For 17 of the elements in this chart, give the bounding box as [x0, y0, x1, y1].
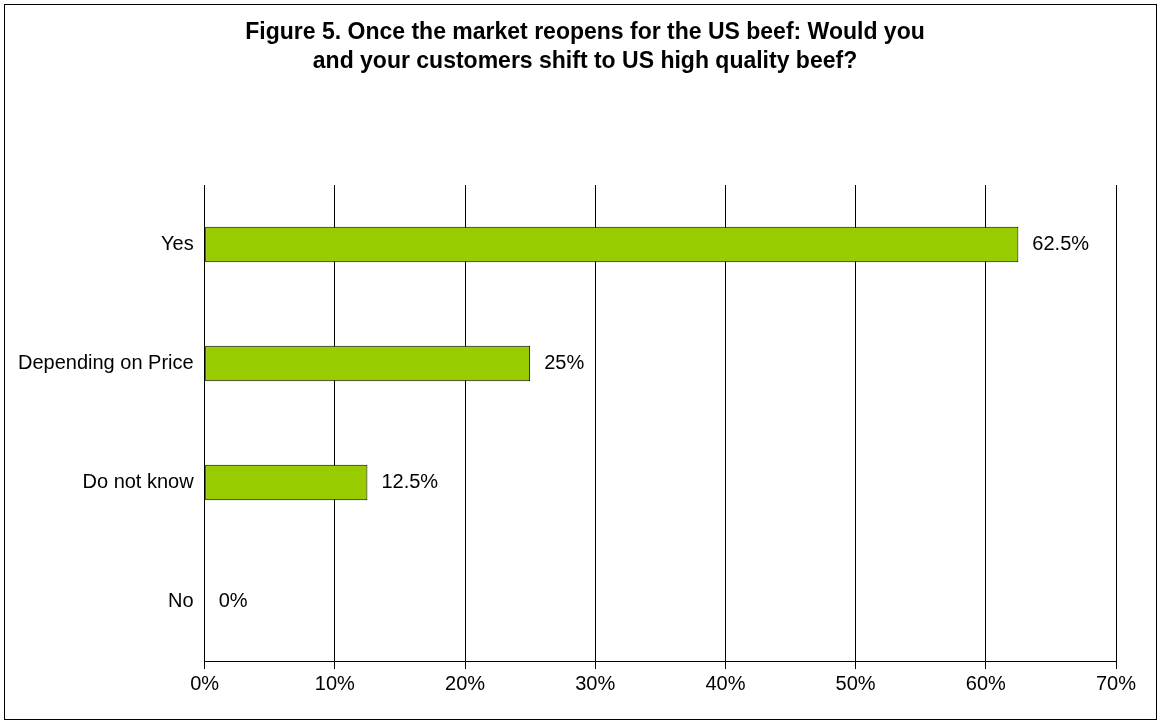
- x-tick-label: 60%: [965, 671, 1007, 694]
- y-tick-label: Depending on Price: [17, 351, 194, 374]
- data-label: 0%: [218, 589, 248, 612]
- x-tick-label: 30%: [575, 671, 616, 694]
- data-label: 62.5%: [1032, 232, 1090, 255]
- x-tick-label: 50%: [835, 671, 876, 694]
- x-tick-label: 10%: [314, 671, 356, 694]
- data-label: 12.5%: [381, 470, 439, 493]
- y-tick-label: No: [168, 589, 194, 612]
- x-tick-label: 40%: [705, 671, 746, 694]
- data-label: 25%: [544, 351, 585, 374]
- y-tick-label: Do not know: [82, 470, 195, 493]
- x-tick-label: 20%: [445, 671, 486, 694]
- x-tick-label: 70%: [1095, 671, 1137, 694]
- y-tick-label: Yes: [161, 232, 194, 255]
- x-tick-label: 0%: [190, 671, 220, 694]
- chart-title: Figure 5. Once the market reopens for the US beef: Would you and your customers shift to US high quality beef?: [244, 17, 926, 75]
